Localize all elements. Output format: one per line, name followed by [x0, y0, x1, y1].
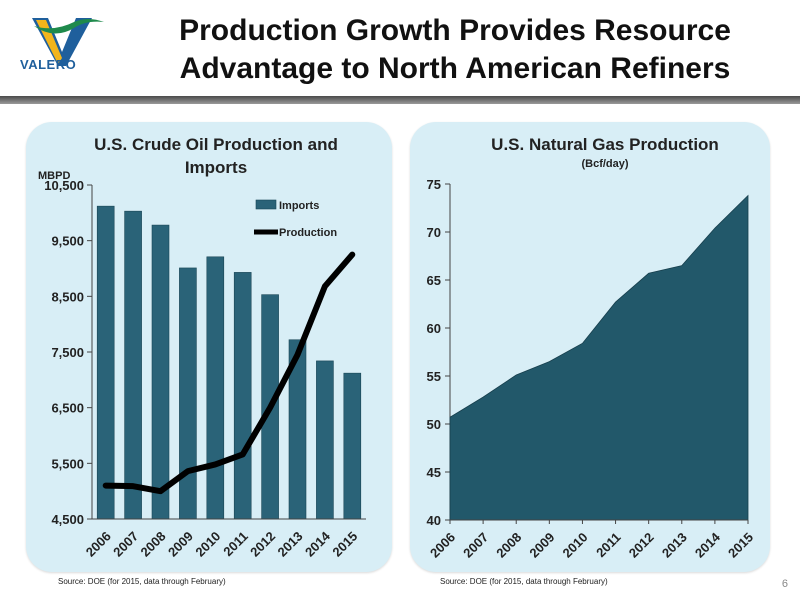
x-tick-label: 2014: [302, 528, 334, 560]
chart-title: U.S. Natural Gas Production: [491, 135, 719, 154]
imports-bar: [206, 256, 225, 520]
y-axis-unit-label: MBPD: [38, 170, 70, 182]
crude-oil-panel: U.S. Crude Oil Production and Imports MB…: [26, 122, 392, 572]
y-tick-label: 5,500: [51, 456, 84, 471]
page-number: 6: [781, 578, 788, 590]
x-tick-label: 2010: [560, 530, 591, 561]
x-tick-label: 2009: [526, 530, 557, 561]
y-tick-label: 55: [427, 369, 441, 384]
x-tick-label: 2011: [220, 529, 251, 560]
header-divider: [0, 96, 800, 104]
valero-logo: [14, 12, 110, 82]
legend-imports-label: Imports: [279, 200, 319, 212]
source-note-left: Source: DOE (for 2015, data through Febr…: [58, 577, 226, 586]
x-tick-label: 2008: [493, 530, 524, 561]
y-axis: 4,500 5,500 6,500 7,500 8,500 9,500 10,500: [44, 178, 93, 527]
x-tick-label: 2007: [110, 529, 141, 560]
crude-oil-chart: U.S. Crude Oil Production and Imports MB…: [38, 135, 366, 560]
valero-v-icon: [32, 18, 104, 66]
x-tick-label: 2007: [460, 530, 491, 561]
y-tick-label: 6,500: [51, 401, 84, 416]
x-tick-label: 2012: [626, 530, 657, 561]
slide-title-line2: Advantage to North American Refiners: [179, 52, 731, 85]
y-tick-label: 60: [427, 321, 441, 336]
natural-gas-panel: U.S. Natural Gas Production (Bcf/day) 40…: [410, 122, 770, 572]
y-tick-label: 9,500: [51, 234, 84, 249]
slide-title-line1: Production Growth Provides Resource: [179, 14, 731, 47]
y-tick-label: 75: [427, 177, 441, 192]
imports-bar: [233, 272, 252, 520]
chart-title-line1: U.S. Crude Oil Production and: [94, 135, 338, 154]
imports-bar: [151, 224, 170, 520]
chart-title-line2: Imports: [185, 158, 247, 177]
y-tick-label: 40: [427, 513, 441, 528]
imports-bar: [179, 267, 197, 520]
imports-bar: [316, 360, 334, 520]
y-tick-label: 7,500: [51, 345, 84, 360]
x-tick-label: 2006: [83, 529, 114, 560]
legend-production-label: Production: [279, 227, 337, 239]
natural-gas-chart: U.S. Natural Gas Production (Bcf/day) 40…: [427, 135, 757, 561]
y-tick-label: 8,500: [51, 289, 84, 304]
imports-bar: [96, 205, 115, 520]
legend-imports-swatch: [255, 199, 277, 210]
source-note-right: Source: DOE (for 2015, data through Febr…: [440, 577, 608, 586]
x-tick-label: 2011: [593, 530, 624, 561]
imports-bar: [343, 372, 362, 520]
x-tick-label: 2015: [329, 529, 360, 560]
legend: Imports Production: [254, 199, 337, 239]
production-line: [102, 251, 356, 495]
y-tick-label: 4,500: [51, 512, 84, 527]
x-tick-label: 2014: [692, 529, 724, 561]
y-tick-label: 10,500: [44, 178, 84, 193]
logo-text: VALERO: [20, 57, 77, 72]
production-line-group: [92, 251, 366, 520]
x-tick-label: 2012: [247, 529, 278, 560]
y-tick-label: 45: [427, 465, 441, 480]
imports-bars: [96, 205, 362, 520]
gas-production-area: [449, 194, 749, 521]
x-tick-label: 2013: [275, 529, 306, 560]
x-tick-label: 2006: [427, 530, 458, 561]
x-tick-label: 2015: [725, 530, 756, 561]
x-tick-label: 2008: [138, 529, 169, 560]
chart-subtitle: (Bcf/day): [581, 158, 628, 170]
y-tick-label: 50: [427, 417, 441, 432]
x-tick-label: 2013: [659, 530, 690, 561]
slide-title: Production Growth Provides Resource Adva…: [130, 12, 780, 88]
imports-bar: [124, 210, 142, 520]
x-tick-label: 2009: [165, 529, 196, 560]
y-tick-label: 70: [427, 225, 441, 240]
x-tick-label: 2010: [192, 529, 223, 560]
gas-area-group: [449, 194, 749, 521]
y-tick-label: 65: [427, 273, 441, 288]
y-axis: 40 45 50 55 60 65 70 75: [427, 177, 451, 528]
